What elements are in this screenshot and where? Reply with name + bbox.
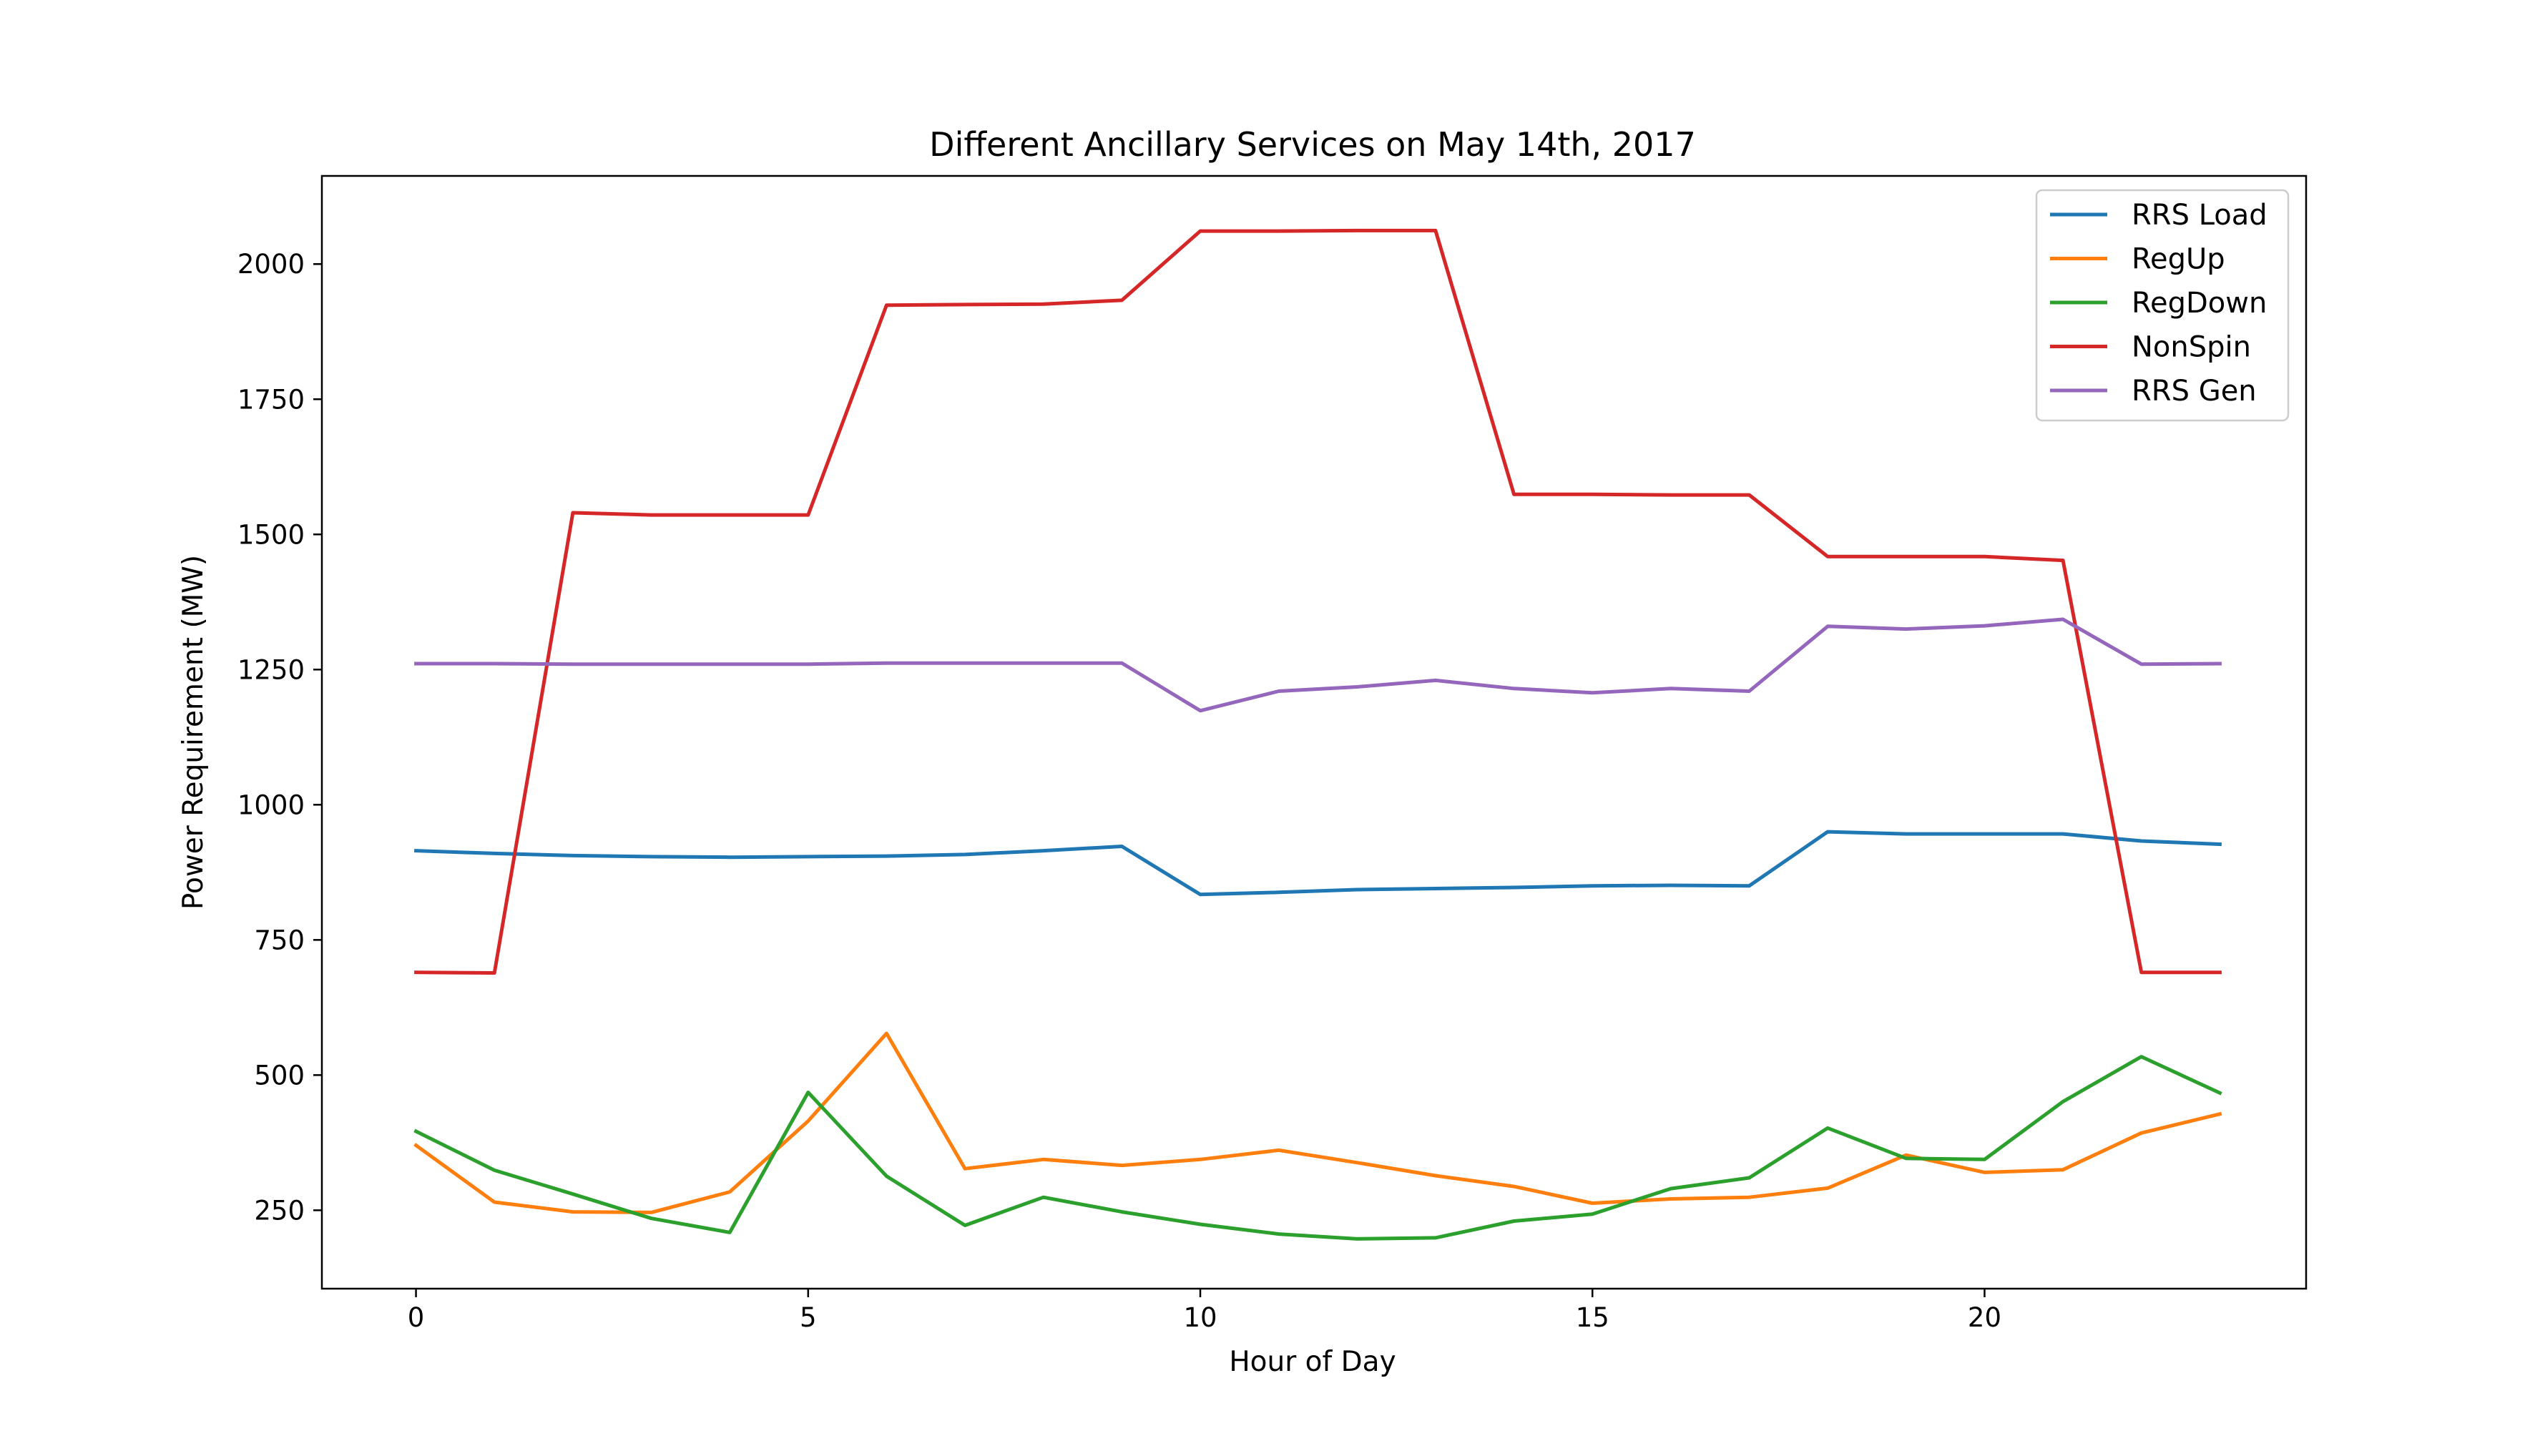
chart-title: Different Ancillary Services on May 14th… bbox=[929, 125, 1696, 164]
x-tick-label: 0 bbox=[408, 1302, 425, 1333]
plot-frame bbox=[320, 174, 2308, 1290]
legend-label: RRS Gen bbox=[2132, 375, 2257, 408]
legend: RRS Load RegUp RegDown NonSpin RRS Gen bbox=[2035, 189, 2290, 422]
y-axis: 250 500 750 1000 1250 1500 1750 2000 bbox=[237, 249, 322, 1226]
y-tick-label: 750 bbox=[254, 925, 305, 955]
y-tick-label: 1000 bbox=[237, 790, 305, 820]
x-tick-label: 15 bbox=[1576, 1302, 1609, 1333]
series-layer bbox=[413, 228, 2222, 1241]
y-tick-label: 250 bbox=[254, 1195, 305, 1226]
series-line-4 bbox=[414, 228, 2222, 975]
y-tick-label: 2000 bbox=[237, 249, 305, 280]
y-tick-label: 1750 bbox=[237, 384, 305, 415]
y-tick-label: 1500 bbox=[237, 519, 305, 550]
legend-label: RRS Load bbox=[2132, 199, 2267, 232]
legend-label: RegUp bbox=[2132, 243, 2225, 276]
legend-label: RegDown bbox=[2132, 287, 2267, 320]
series-line-1 bbox=[414, 830, 2222, 897]
x-tick-label: 10 bbox=[1183, 1302, 1217, 1333]
x-axis: 0 5 10 15 20 bbox=[408, 1289, 2001, 1333]
y-tick-label: 1250 bbox=[237, 654, 305, 685]
series-line-3 bbox=[413, 1055, 2222, 1241]
legend-label: NonSpin bbox=[2132, 331, 2251, 364]
x-axis-title: Hour of Day bbox=[1229, 1346, 1396, 1378]
series-line-5 bbox=[414, 617, 2222, 713]
legend-box bbox=[2035, 189, 2290, 422]
x-tick-label: 5 bbox=[800, 1302, 817, 1333]
y-axis-title: Power Requirement (MW) bbox=[177, 555, 210, 910]
x-tick-label: 20 bbox=[1968, 1302, 2001, 1333]
y-tick-label: 500 bbox=[254, 1060, 305, 1091]
